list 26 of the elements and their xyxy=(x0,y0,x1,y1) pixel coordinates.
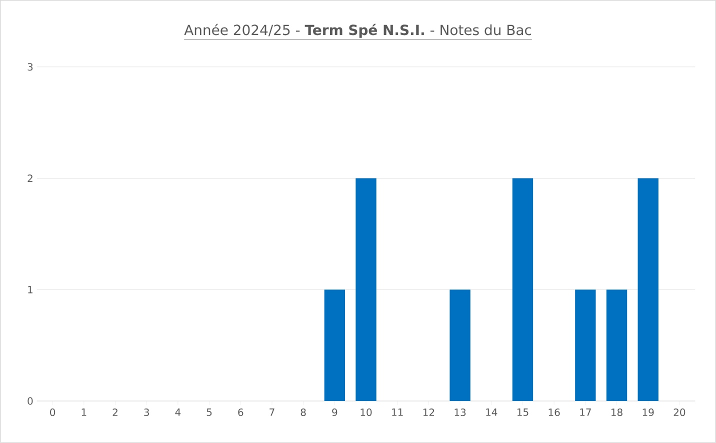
y-tick-label: 2 xyxy=(28,174,32,182)
x-tick-label: 16 xyxy=(548,408,560,416)
y-tick-label: 0 xyxy=(28,397,33,405)
x-tick-label: 3 xyxy=(144,408,149,416)
x-tick-label: 17 xyxy=(580,408,591,416)
x-tick-label: 6 xyxy=(238,408,244,416)
chart-title: Année 2024/25 - Term Spé N.S.I. - Notes du Bac xyxy=(184,24,532,38)
x-tick-label: 7 xyxy=(270,408,274,416)
x-tick-label: 15 xyxy=(517,408,528,416)
x-tick-label: 18 xyxy=(612,408,622,416)
x-tick-label: 8 xyxy=(300,408,306,416)
x-tick-label: 11 xyxy=(392,408,403,416)
x-tick-label: 0 xyxy=(50,408,56,416)
y-tick-label: 1 xyxy=(28,286,32,294)
x-tick-label: 1 xyxy=(82,408,86,416)
x-tick-label: 10 xyxy=(360,408,372,416)
x-tick-label: 5 xyxy=(206,408,212,416)
x-tick-label: 12 xyxy=(423,408,434,416)
x-tick-label: 20 xyxy=(674,408,686,416)
x-tick-label: 14 xyxy=(486,408,498,416)
x-tick-label: 2 xyxy=(112,408,118,416)
x-tick-label: 4 xyxy=(175,408,181,416)
y-tick-label: 3 xyxy=(28,63,33,71)
x-tick-label: 13 xyxy=(454,408,466,416)
x-tick-label: 19 xyxy=(642,408,654,416)
x-tick-label: 9 xyxy=(332,408,338,416)
